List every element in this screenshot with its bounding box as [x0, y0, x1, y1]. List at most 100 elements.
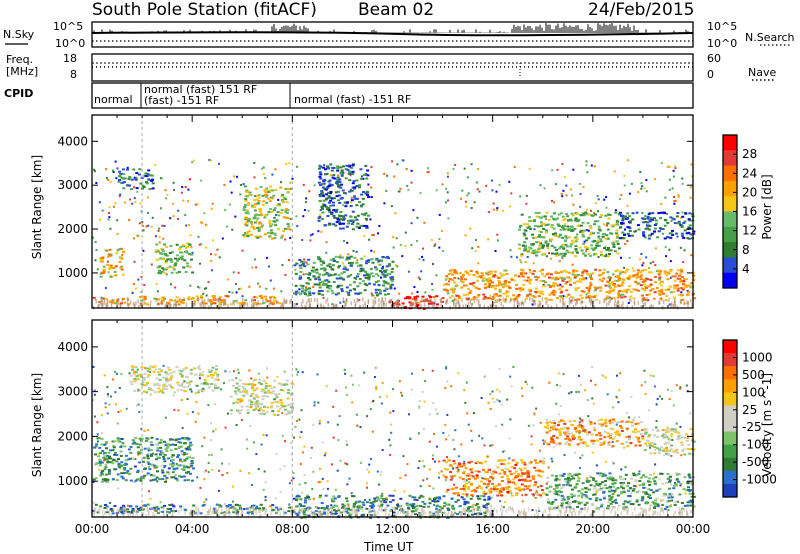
ground-scatter	[402, 303, 405, 308]
echo-cell	[522, 284, 526, 286]
colorbar-cell	[723, 211, 737, 228]
echo-speckle	[391, 160, 394, 163]
echo-speckle	[471, 283, 474, 286]
echo-cell	[550, 226, 554, 229]
echo-speckle	[644, 486, 647, 489]
echo-cell	[603, 247, 606, 250]
echo-cell	[562, 247, 566, 250]
echo-cell	[435, 496, 439, 499]
echo-speckle	[226, 472, 229, 474]
echo-cell	[646, 217, 650, 220]
echo-speckle	[262, 488, 265, 491]
echo-speckle	[381, 492, 384, 495]
echo-cell	[348, 283, 352, 286]
echo-speckle	[366, 486, 368, 489]
echo-cell	[304, 514, 308, 517]
echo-cell	[508, 490, 512, 492]
ground-scatter	[641, 297, 643, 302]
echo-cell	[562, 498, 566, 501]
echo-speckle	[398, 380, 401, 383]
echo-speckle	[680, 291, 683, 294]
echo-cell	[346, 168, 350, 171]
echo-speckle	[277, 198, 280, 201]
echo-speckle	[594, 383, 597, 386]
echo-cell	[372, 275, 375, 278]
echo-speckle	[438, 472, 441, 475]
echo-cell	[588, 295, 591, 297]
echo-cell	[611, 479, 615, 482]
echo-cell	[453, 298, 457, 301]
echo-cell	[646, 221, 650, 224]
echo-cell	[504, 269, 508, 272]
echo-cell	[550, 252, 554, 255]
echo-speckle	[471, 247, 474, 250]
echo-speckle	[295, 215, 298, 218]
echo-cell	[658, 270, 662, 273]
echo-cell	[340, 511, 343, 514]
echo-cell	[609, 502, 613, 505]
echo-speckle	[682, 261, 685, 263]
echo-cell	[334, 505, 338, 508]
echo-cell	[263, 214, 267, 217]
echo-speckle	[524, 261, 527, 264]
echo-cell	[315, 271, 319, 274]
echo-cell	[601, 235, 605, 238]
echo-speckle	[583, 240, 586, 243]
echo-cell	[318, 496, 322, 499]
echo-cell	[380, 503, 384, 506]
echo-cell	[243, 185, 247, 188]
echo-cell	[321, 183, 325, 186]
ground-scatter	[289, 299, 291, 304]
echo-cell	[602, 490, 606, 493]
echo-speckle	[302, 183, 305, 186]
echo-cell	[569, 243, 573, 246]
echo-speckle	[579, 456, 582, 459]
echo-cell	[470, 505, 474, 508]
echo-cell	[469, 482, 473, 485]
echo-cell	[493, 274, 497, 277]
echo-cell	[253, 508, 257, 511]
echo-cell	[603, 495, 606, 498]
echo-cell	[229, 506, 233, 509]
echo-cell	[608, 485, 612, 488]
echo-cell	[284, 198, 288, 201]
echo-cell	[595, 497, 599, 500]
echo-cell	[458, 476, 462, 479]
echo-cell	[384, 281, 388, 284]
echo-speckle	[295, 368, 298, 371]
echo-speckle	[308, 190, 311, 193]
echo-cell	[657, 273, 661, 276]
echo-speckle	[108, 403, 111, 406]
echo-cell	[390, 270, 394, 273]
echo-speckle	[496, 399, 499, 401]
echo-cell	[103, 268, 107, 271]
echo-cell	[580, 290, 584, 293]
echo-cell	[597, 228, 601, 231]
echo-speckle	[136, 190, 139, 193]
echo-cell	[353, 195, 356, 198]
echo-speckle	[311, 487, 314, 490]
echo-speckle	[491, 390, 494, 393]
echo-cell	[92, 509, 95, 512]
echo-cell	[345, 500, 349, 503]
echo-cell	[653, 507, 657, 509]
ground-scatter	[236, 299, 238, 304]
echo-cell	[625, 269, 629, 272]
station-title: South Pole Station (fitACF)	[92, 0, 317, 20]
echo-speckle	[432, 263, 434, 265]
echo-cell	[330, 183, 334, 186]
ground-scatter	[345, 302, 347, 307]
nave-label: Nave	[748, 66, 777, 79]
echo-cell	[363, 282, 367, 285]
echo-speckle	[446, 456, 448, 459]
echo-cell	[359, 177, 363, 180]
echo-cell	[246, 511, 250, 514]
echo-cell	[574, 219, 577, 222]
echo-cell	[416, 295, 419, 298]
echo-cell	[539, 225, 543, 228]
echo-cell	[469, 282, 473, 285]
echo-cell	[653, 291, 657, 294]
echo-cell	[589, 254, 593, 257]
echo-cell	[598, 474, 602, 477]
echo-speckle	[572, 203, 575, 206]
